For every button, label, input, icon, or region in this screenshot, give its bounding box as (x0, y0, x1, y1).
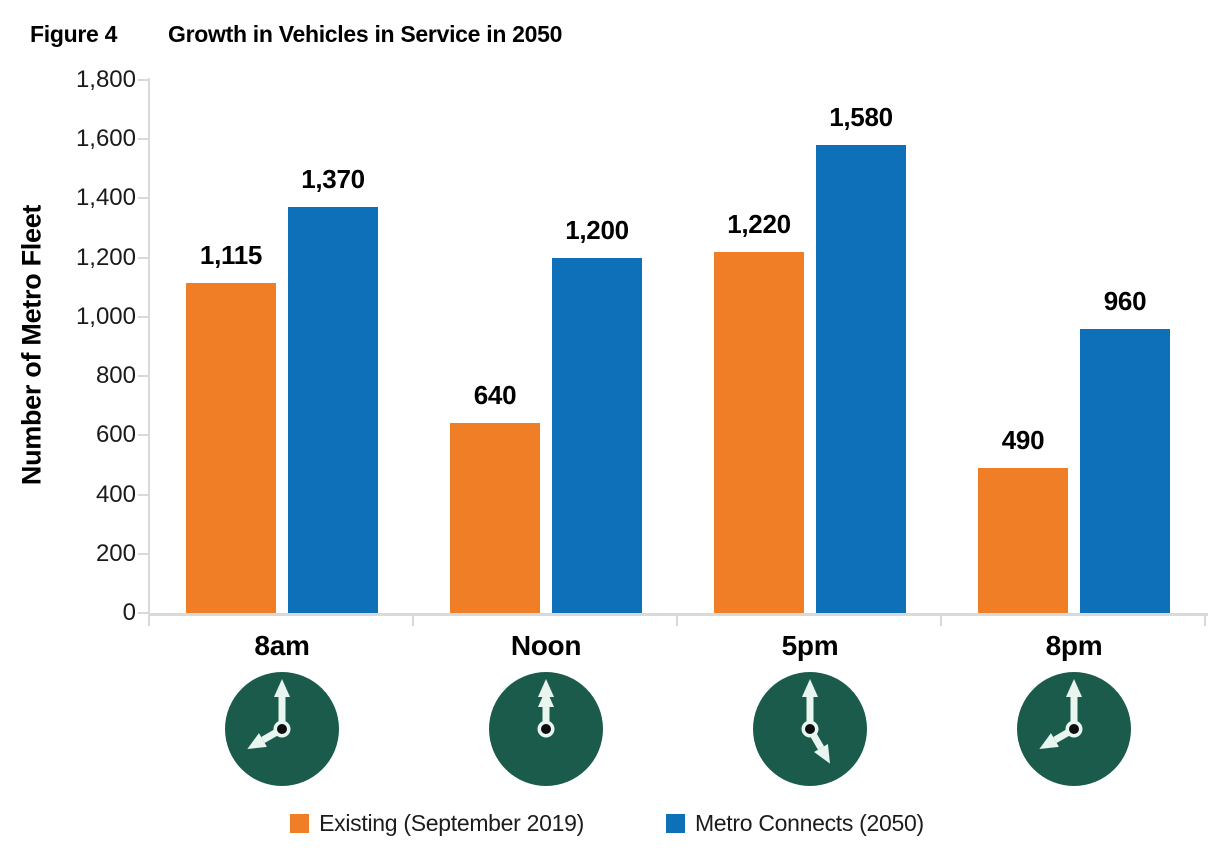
x-tick-label-8am: 8am (254, 630, 310, 661)
bar-value-label-existing-noon: 640 (473, 380, 517, 411)
bar-value-label-metro-connects-5pm: 1,580 (829, 102, 893, 133)
legend-swatch (290, 813, 310, 833)
clock-icon-noon (486, 669, 606, 789)
y-tick-label: 800 (95, 362, 136, 390)
clock-icon-5pm (750, 669, 870, 789)
clock-icon-8pm (1014, 669, 1134, 789)
y-tick-mark (138, 375, 148, 378)
y-axis-line (148, 78, 150, 624)
legend: Existing (September 2019) Metro Connects … (0, 805, 1214, 841)
bar-metro-connects-noon (552, 257, 642, 613)
bar-value-label-existing-8am: 1,115 (199, 239, 263, 270)
y-tick-label: 1,000 (75, 302, 136, 330)
y-tick-mark (138, 138, 148, 141)
legend-item-metro-connects: Metro Connects (2050) (665, 809, 924, 837)
y-tick-mark (138, 256, 148, 259)
y-tick-label: 400 (95, 480, 136, 508)
figure-title: Growth in Vehicles in Service in 2050 (168, 21, 563, 47)
y-tick-label: 1,200 (75, 243, 136, 271)
y-tick-mark (138, 434, 148, 437)
x-tick-label-5pm: 5pm (781, 630, 839, 661)
y-tick-label: 1,600 (75, 125, 136, 153)
bar-metro-connects-5pm (816, 145, 906, 613)
bar-value-label-existing-8pm: 490 (1001, 424, 1045, 455)
bar-existing-noon (450, 423, 540, 613)
bar-value-label-metro-connects-8am: 1,370 (301, 164, 365, 195)
x-tick-mark (940, 613, 942, 626)
x-tick-label-8pm: 8pm (1045, 630, 1103, 661)
y-tick-mark (138, 197, 148, 200)
y-tick-label: 1,400 (75, 184, 136, 212)
bar-metro-connects-8pm (1080, 328, 1170, 613)
bar-metro-connects-8am (288, 207, 378, 613)
bar-existing-8am (186, 282, 276, 613)
figure-label: Figure 4 (30, 21, 118, 47)
y-tick-label: 600 (95, 421, 136, 449)
x-tick-mark (676, 613, 678, 626)
x-tick-label-noon: Noon (510, 630, 582, 661)
y-tick-label: 200 (95, 539, 136, 567)
bar-existing-8pm (978, 467, 1068, 613)
bar-value-label-metro-connects-8pm: 960 (1103, 285, 1147, 316)
y-tick-label: 0 (122, 599, 136, 626)
clock-icon-8am (222, 669, 342, 789)
y-tick-label: 1,800 (75, 66, 136, 93)
y-tick-mark (138, 612, 148, 614)
bar-existing-5pm (714, 251, 804, 613)
x-tick-mark (148, 613, 150, 626)
bar-value-label-existing-5pm: 1,220 (727, 208, 791, 239)
x-tick-mark (1204, 613, 1206, 626)
x-tick-mark (412, 613, 414, 626)
legend-label: Metro Connects (2050) (694, 809, 924, 836)
y-tick-mark (138, 552, 148, 555)
legend-swatch (665, 813, 685, 833)
y-tick-mark (138, 79, 148, 81)
y-tick-mark (138, 315, 148, 318)
legend-label: Existing (September 2019) (319, 809, 584, 836)
legend-item-existing: Existing (September 2019) (290, 810, 584, 837)
y-tick-mark (138, 493, 148, 496)
bar-value-label-metro-connects-noon: 1,200 (565, 214, 629, 245)
x-axis-line (148, 613, 1208, 616)
